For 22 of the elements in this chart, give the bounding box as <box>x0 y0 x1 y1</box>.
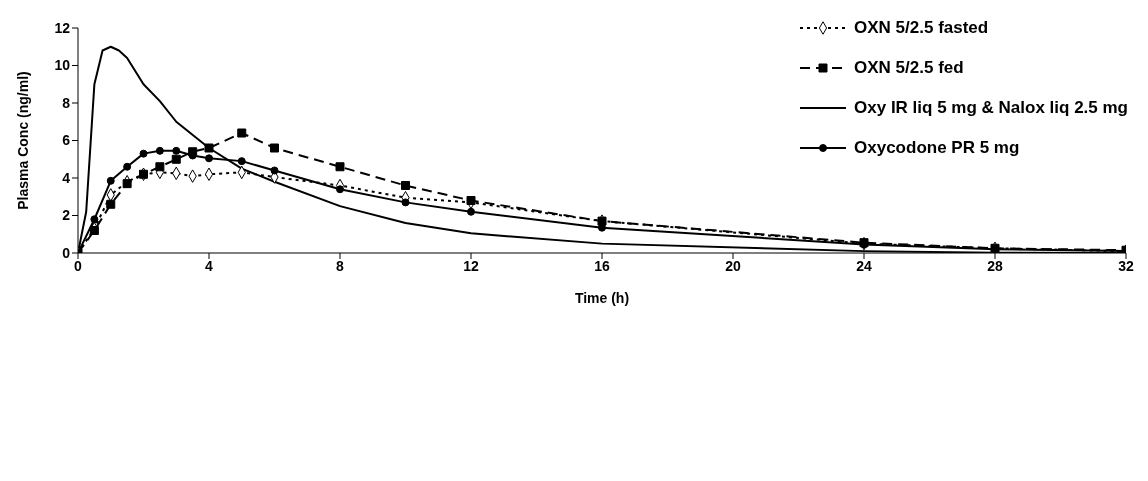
y-axis-title: Plasma Conc (ng/ml) <box>14 71 31 210</box>
x-tick-label: 12 <box>463 257 479 274</box>
legend-label: Oxy IR liq 5 mg & Nalox liq 2.5 mg <box>854 98 1128 118</box>
legend-label: Oxycodone PR 5 mg <box>854 138 1020 158</box>
x-tick-label: 32 <box>1118 257 1134 274</box>
y-tick-label: 8 <box>62 94 71 111</box>
x-tick-label: 8 <box>336 257 345 274</box>
x-tick-label: 28 <box>987 257 1003 274</box>
x-tick-label: 4 <box>205 257 214 274</box>
y-tick-label: 0 <box>62 244 71 261</box>
y-tick-label: 10 <box>54 57 71 74</box>
x-tick-label: 24 <box>856 257 872 274</box>
y-tick-label: 4 <box>62 169 71 186</box>
y-tick-label: 2 <box>62 207 71 224</box>
x-axis-title: Time (h) <box>574 290 630 306</box>
x-tick-label: 20 <box>725 257 741 274</box>
legend-label: OXN 5/2.5 fasted <box>854 18 989 38</box>
x-tick-label: 16 <box>594 257 610 274</box>
x-tick-label: 0 <box>74 257 83 274</box>
y-tick-label: 6 <box>62 132 71 149</box>
y-tick-label: 12 <box>54 19 71 36</box>
legend-label: OXN 5/2.5 fed <box>854 58 964 78</box>
